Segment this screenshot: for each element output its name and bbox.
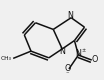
Text: O: O — [92, 55, 98, 64]
Text: ±: ± — [81, 48, 85, 53]
Text: CH₃: CH₃ — [1, 56, 12, 61]
Text: N: N — [59, 47, 65, 56]
Text: O: O — [64, 64, 70, 73]
Text: N: N — [75, 49, 81, 58]
Text: ⁻: ⁻ — [66, 71, 69, 77]
Text: N: N — [67, 11, 73, 20]
